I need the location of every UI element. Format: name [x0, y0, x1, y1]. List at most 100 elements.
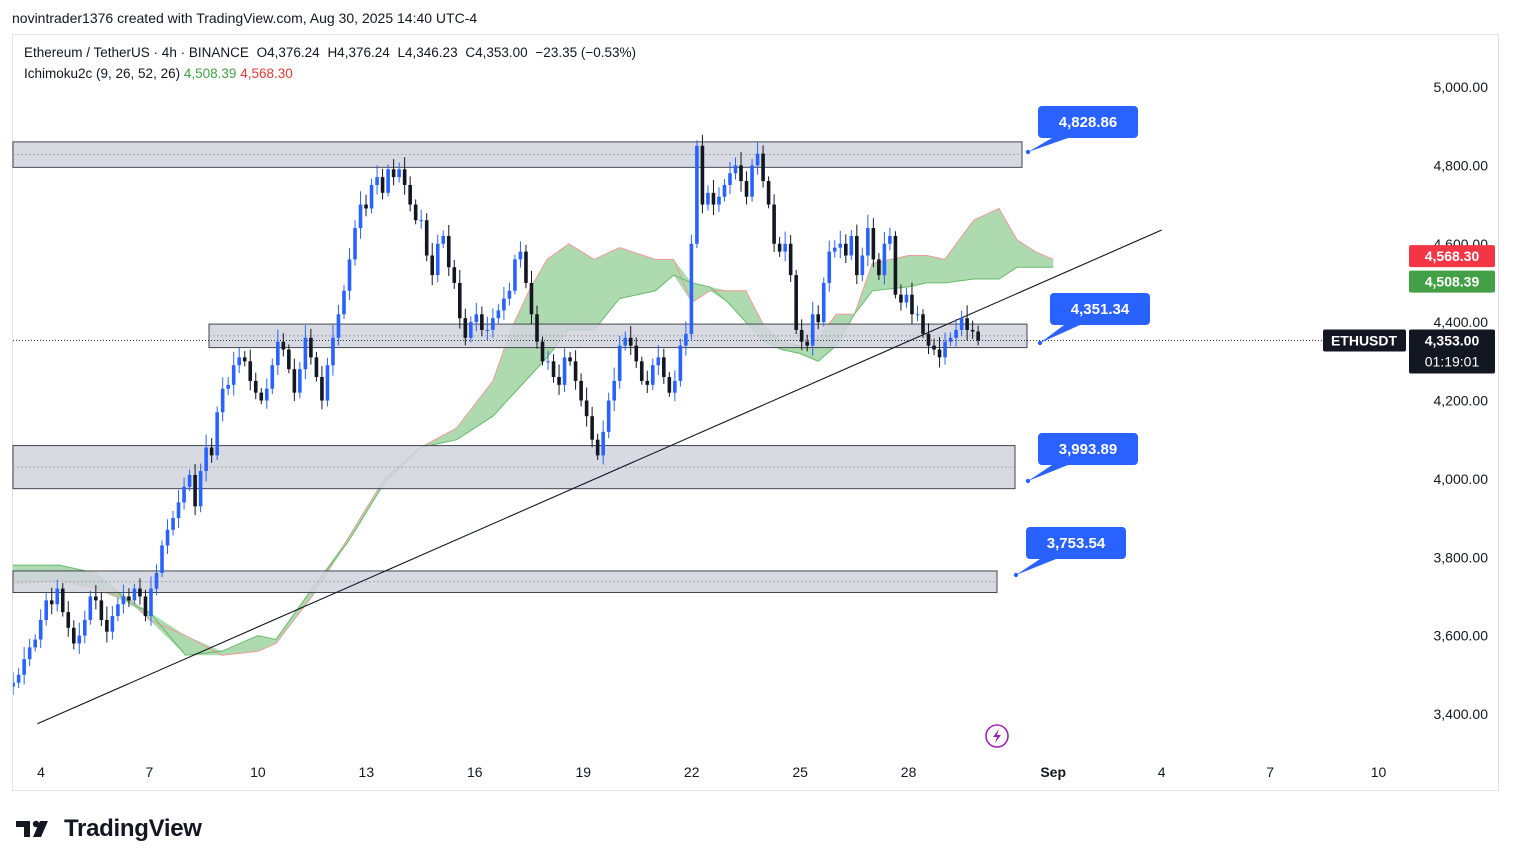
- candle-body: [821, 282, 826, 323]
- price-tag-green: 4,508.39: [1425, 274, 1480, 290]
- callout-label: 4,828.86: [1059, 114, 1117, 131]
- candle-body: [524, 251, 528, 283]
- tradingview-wordmark: TradingView: [64, 815, 202, 842]
- candle-body: [402, 169, 407, 185]
- callout-anchor: [1037, 340, 1043, 346]
- candle-body: [27, 647, 32, 660]
- candle-body: [888, 235, 892, 244]
- ascending-trendline[interactable]: [37, 229, 1162, 725]
- candle-body: [16, 674, 21, 683]
- price-tag-red-bg: [1409, 245, 1495, 268]
- x-tick-label: 7: [1266, 764, 1274, 780]
- candle-body: [270, 365, 275, 389]
- candle-body: [193, 474, 197, 507]
- candle-body: [855, 235, 859, 276]
- candle-body: [584, 400, 589, 417]
- indicator-name[interactable]: Ichimoku2c (9, 26, 52, 26): [24, 66, 181, 81]
- candle-body: [281, 341, 286, 350]
- x-tick-label: 28: [901, 764, 917, 780]
- callout-pointer: [1028, 465, 1068, 481]
- callout-box[interactable]: [1050, 293, 1150, 325]
- candle-body: [678, 345, 683, 381]
- x-tick-label: 25: [792, 764, 808, 780]
- trendline-layer[interactable]: [13, 229, 1407, 725]
- candle-body: [733, 165, 738, 174]
- candle-body: [77, 635, 82, 644]
- chart-caption: novintrader1376 created with TradingView…: [12, 10, 478, 26]
- price-axis[interactable]: 5,000.004,800.004,600.004,400.004,200.00…: [1434, 79, 1489, 722]
- candle-body: [838, 243, 843, 248]
- x-tick-label: 7: [146, 764, 154, 780]
- candle-body: [695, 145, 699, 244]
- x-tick-label: 22: [684, 764, 700, 780]
- callout-box[interactable]: [1038, 106, 1138, 138]
- candle-body: [231, 365, 236, 385]
- lightning-icon[interactable]: [985, 724, 1009, 748]
- candle-body: [242, 357, 247, 362]
- candle-body: [673, 380, 677, 393]
- callout-pointer: [1028, 138, 1068, 152]
- symbol-tag: ETHUSDT: [1331, 333, 1398, 349]
- price-tag-green-bg: [1409, 270, 1495, 293]
- cloud-span-a: [13, 207, 1054, 656]
- symbol-name[interactable]: Ethereum / TetherUS · 4h · BINANCE: [24, 45, 249, 60]
- candle-body: [215, 412, 219, 456]
- candle-body: [711, 192, 716, 205]
- candle-body: [667, 376, 672, 393]
- candle-body: [480, 314, 484, 330]
- support-resistance-zones[interactable]: [12, 141, 1028, 594]
- x-tick-label: 13: [359, 764, 375, 780]
- candle-body: [755, 153, 760, 166]
- candle-body: [419, 220, 423, 222]
- candle-body: [639, 361, 644, 381]
- candle-body: [606, 400, 611, 432]
- candle-body: [176, 502, 181, 519]
- ohlc-close: C4,353.00: [465, 45, 528, 60]
- callout-label: 3,993.89: [1059, 441, 1117, 458]
- candle-body: [121, 596, 126, 605]
- y-tick-label: 3,800.00: [1434, 549, 1489, 565]
- candle-body: [430, 255, 435, 276]
- candle-body: [276, 341, 280, 366]
- candle-body: [237, 357, 242, 366]
- candle-body: [38, 619, 43, 640]
- candle-body: [485, 329, 490, 331]
- chart-frame: [12, 34, 1499, 791]
- callout-box[interactable]: [1026, 527, 1126, 559]
- time-axis[interactable]: 4 7 10 13 16 19 22 25 28 Sep 4 7 10: [37, 764, 1386, 780]
- callout-label: 3,753.54: [1047, 535, 1106, 552]
- candle-body: [650, 365, 655, 385]
- x-tick-label: Sep: [1040, 764, 1066, 780]
- candle-body: [49, 600, 54, 605]
- candle-body: [959, 318, 964, 330]
- candle-body: [772, 204, 776, 244]
- y-tick-label: 3,600.00: [1434, 628, 1489, 644]
- candle-body: [595, 439, 600, 456]
- x-tick-label: 19: [575, 764, 591, 780]
- candle-body: [750, 165, 754, 197]
- candle-body: [259, 392, 264, 401]
- candle-body: [722, 184, 727, 197]
- candle-body: [882, 243, 887, 276]
- candle-body: [198, 471, 203, 507]
- candle-body: [336, 314, 341, 338]
- candle-body: [507, 290, 512, 299]
- candle-body: [612, 380, 616, 401]
- candle-body: [220, 388, 225, 413]
- callout-box[interactable]: [1038, 433, 1138, 465]
- tradingview-logo[interactable]: TradingView: [14, 815, 202, 843]
- candle-body: [557, 376, 561, 385]
- candles: [13, 134, 980, 695]
- price-callouts[interactable]: 4,828.86 4,351.34 3,993.89 3,753.54: [1013, 106, 1150, 578]
- y-tick-label: 4,200.00: [1434, 393, 1489, 409]
- candle-body: [926, 333, 931, 346]
- candle-body: [132, 588, 137, 601]
- candle-body: [700, 145, 705, 205]
- candle-body: [728, 173, 732, 185]
- candle-body: [264, 388, 269, 401]
- y-tick-label: 4,000.00: [1434, 471, 1489, 487]
- callout-label: 4,351.34: [1071, 301, 1130, 318]
- candle-body: [452, 267, 457, 283]
- candle-body: [303, 337, 308, 370]
